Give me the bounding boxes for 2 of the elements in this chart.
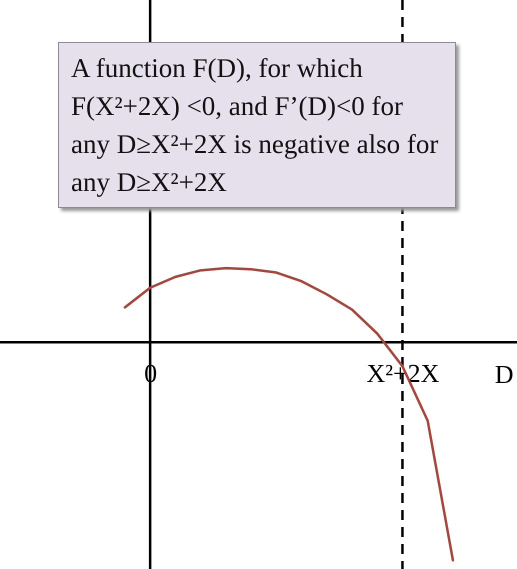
text: A function F(D), for which F(X²+2X) <0, and F’(D)<0 for any D≥X²+2X is negative also for any D≥X²+2X bbox=[58, 42, 456, 208]
x-axis-title: D bbox=[494, 360, 514, 389]
